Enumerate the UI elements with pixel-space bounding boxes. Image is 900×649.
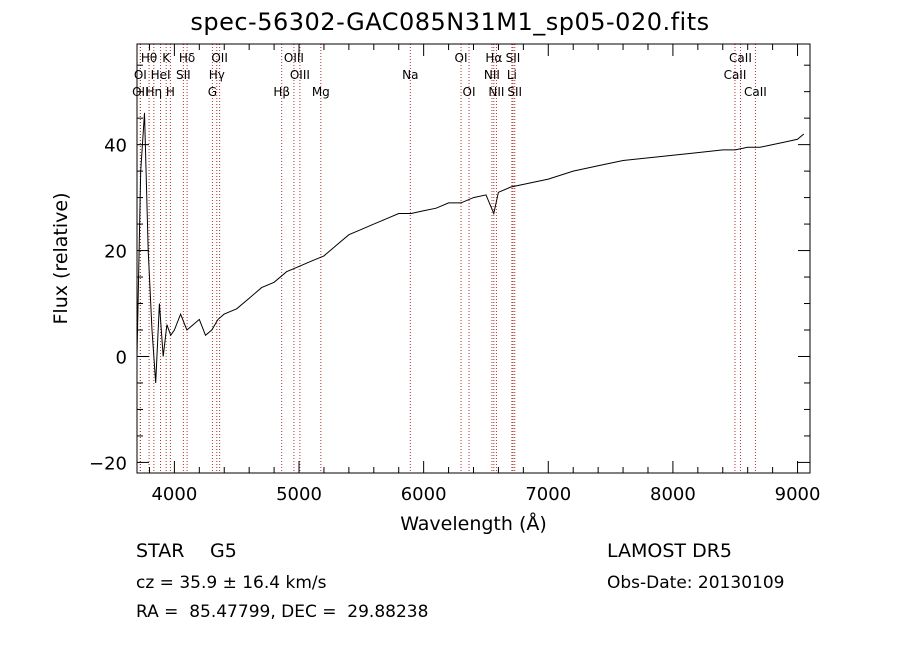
- line-label: G: [208, 85, 217, 99]
- line-label: Hθ: [141, 51, 157, 65]
- line-label: HeI: [151, 68, 171, 82]
- object-subclass: G5: [210, 540, 237, 562]
- coordinates: RA = 85.47799, DEC = 29.88238: [136, 602, 429, 622]
- x-tick-label: 8000: [650, 484, 696, 505]
- x-tick-label: 9000: [775, 484, 821, 505]
- chart-title: spec-56302-GAC085N31M1_sp05-020.fits: [190, 8, 710, 36]
- obs-date: Obs-Date: 20130109: [607, 573, 785, 593]
- y-tick-label: 40: [104, 136, 127, 157]
- line-label: Hβ: [273, 85, 290, 99]
- line-label: SII: [507, 85, 522, 99]
- y-tick-label: 0: [116, 347, 127, 368]
- x-tick-label: 6000: [401, 484, 447, 505]
- emission-line-markers: [139, 44, 756, 473]
- line-label: SII: [176, 68, 191, 82]
- x-tick-label: 7000: [525, 484, 571, 505]
- line-label: Hη: [146, 85, 163, 99]
- line-label: Hγ: [209, 68, 225, 82]
- y-axis-label: Flux (relative): [50, 192, 72, 324]
- x-tick-label: 5000: [276, 484, 322, 505]
- x-axis-label: Wavelength (Å): [400, 512, 547, 535]
- line-label: Hδ: [179, 51, 195, 65]
- line-label: OI: [134, 68, 147, 82]
- line-label: Na: [402, 68, 418, 82]
- y-tick-label: −20: [89, 453, 127, 474]
- line-label: K: [162, 51, 171, 65]
- line-label: OIII: [284, 51, 304, 65]
- line-label: OI: [455, 51, 468, 65]
- x-axis-ticks: 4000 5000 6000 7000 8000 9000: [148, 44, 821, 505]
- line-label: H: [166, 85, 175, 99]
- line-label: OI: [463, 85, 476, 99]
- line-label: NII: [484, 68, 500, 82]
- line-labels: Hθ K Hδ OII OIII OI Hα SII CaII OI HeI SII Hγ OIII Na N…: [132, 51, 767, 99]
- line-label: OII: [211, 51, 228, 65]
- y-tick-label: 20: [104, 242, 127, 263]
- line-label: Li: [507, 68, 517, 82]
- line-label: CaII: [724, 68, 747, 82]
- line-label: OIII: [290, 68, 310, 82]
- redshift-cz: cz = 35.9 ± 16.4 km/s: [136, 573, 327, 593]
- object-class: STAR: [136, 540, 185, 562]
- x-tick-label: 4000: [151, 484, 197, 505]
- survey-name: LAMOST DR5: [607, 540, 732, 562]
- line-label: SII: [506, 51, 521, 65]
- line-label: NII: [488, 85, 504, 99]
- line-label: CaII: [729, 51, 752, 65]
- plot-frame: [136, 43, 811, 474]
- line-label: CaII: [744, 85, 767, 99]
- line-label: Hα: [485, 51, 502, 65]
- y-axis-ticks: −20 0 20 40: [89, 64, 810, 474]
- line-label: Mg: [312, 85, 330, 99]
- flux-series-line: [136, 112, 805, 384]
